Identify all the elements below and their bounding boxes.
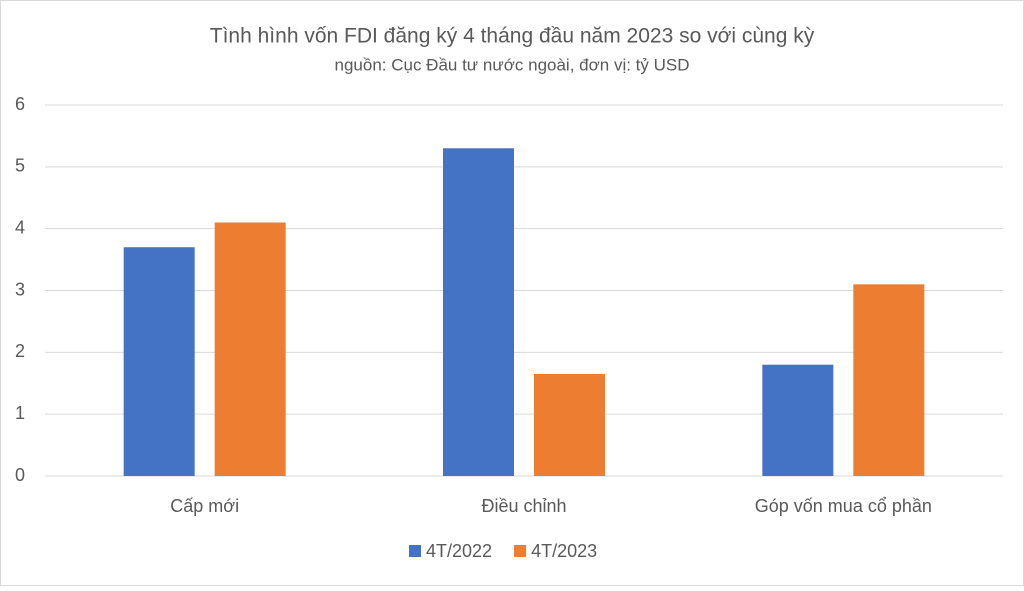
y-tick-label: 2 — [15, 341, 25, 361]
legend-swatch — [514, 545, 527, 557]
y-tick-label: 5 — [15, 156, 25, 176]
chart-subtitle: nguồn: Cục Đầu tư nước ngoài, đơn vị: tỷ… — [335, 55, 690, 74]
x-tick-label: Điều chỉnh — [481, 496, 566, 516]
legend-label: 4T/2022 — [426, 541, 492, 561]
bar — [214, 222, 286, 476]
bar — [853, 284, 925, 476]
bar — [534, 373, 605, 476]
y-tick-label: 0 — [15, 465, 25, 485]
bar — [443, 148, 514, 477]
chart-title: Tình hình vốn FDI đăng ký 4 tháng đầu nă… — [210, 25, 815, 48]
legend-swatch — [409, 545, 421, 557]
bar — [123, 247, 195, 476]
y-tick-label: 1 — [15, 403, 25, 423]
x-tick-label: Góp vốn mua cổ phần — [755, 496, 932, 516]
x-tick-label: Cấp mới — [170, 496, 239, 516]
y-tick-label: 3 — [15, 279, 25, 299]
y-tick-label: 6 — [15, 94, 25, 114]
legend-label: 4T/2023 — [531, 541, 597, 561]
bar — [762, 364, 834, 476]
y-tick-label: 4 — [15, 217, 25, 237]
